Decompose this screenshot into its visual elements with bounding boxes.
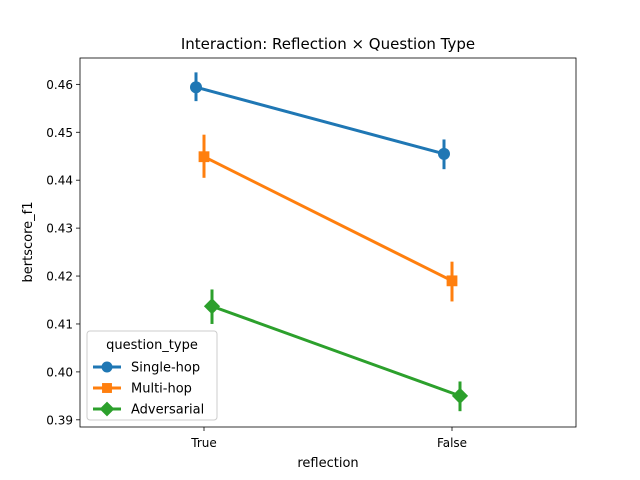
series-adversarial bbox=[203, 289, 469, 412]
y-tick-label: 0.41 bbox=[46, 317, 73, 331]
y-tick-label: 0.44 bbox=[46, 174, 73, 188]
y-tick-label: 0.46 bbox=[46, 78, 73, 92]
y-axis: 0.39 0.40 0.41 0.42 0.43 0.44 0.45 0.46 bbox=[46, 78, 80, 427]
x-axis-label: reflection bbox=[297, 456, 358, 471]
series-line bbox=[203, 155, 453, 283]
series-line bbox=[211, 304, 461, 398]
legend-item: Multi-hop bbox=[93, 382, 192, 397]
legend-label: Single-hop bbox=[131, 361, 200, 376]
y-tick-label: 0.39 bbox=[46, 413, 73, 427]
x-axis: True False bbox=[190, 427, 467, 450]
legend-title: question_type bbox=[106, 338, 198, 353]
data-point bbox=[451, 387, 469, 404]
series-layer bbox=[190, 72, 469, 412]
y-axis-label: bertscore_f1 bbox=[21, 202, 36, 283]
legend-label: Adversarial bbox=[131, 403, 204, 418]
x-tick-label: True bbox=[190, 436, 217, 450]
legend-item: Adversarial bbox=[93, 401, 204, 418]
series-multi-hop bbox=[198, 134, 458, 302]
legend-marker bbox=[99, 401, 115, 417]
legend-label: Multi-hop bbox=[131, 382, 192, 397]
data-point bbox=[446, 275, 458, 287]
data-point bbox=[198, 151, 210, 163]
series-single-hop bbox=[190, 72, 450, 170]
y-tick-label: 0.43 bbox=[46, 222, 73, 236]
series-line bbox=[195, 85, 445, 156]
y-tick-label: 0.42 bbox=[46, 270, 73, 284]
data-point bbox=[438, 147, 450, 160]
chart-title: Interaction: Reflection × Question Type bbox=[181, 35, 475, 53]
data-point bbox=[190, 81, 202, 94]
y-tick-label: 0.45 bbox=[46, 126, 73, 140]
y-tick-label: 0.40 bbox=[46, 365, 73, 379]
legend: question_type Single-hop Multi-hop Adversa… bbox=[86, 330, 218, 421]
legend-marker bbox=[101, 361, 113, 373]
legend-item: Single-hop bbox=[93, 361, 200, 376]
legend-marker bbox=[102, 383, 112, 393]
legend-box bbox=[86, 330, 218, 421]
x-tick-label: False bbox=[437, 436, 467, 450]
data-point bbox=[203, 298, 221, 315]
